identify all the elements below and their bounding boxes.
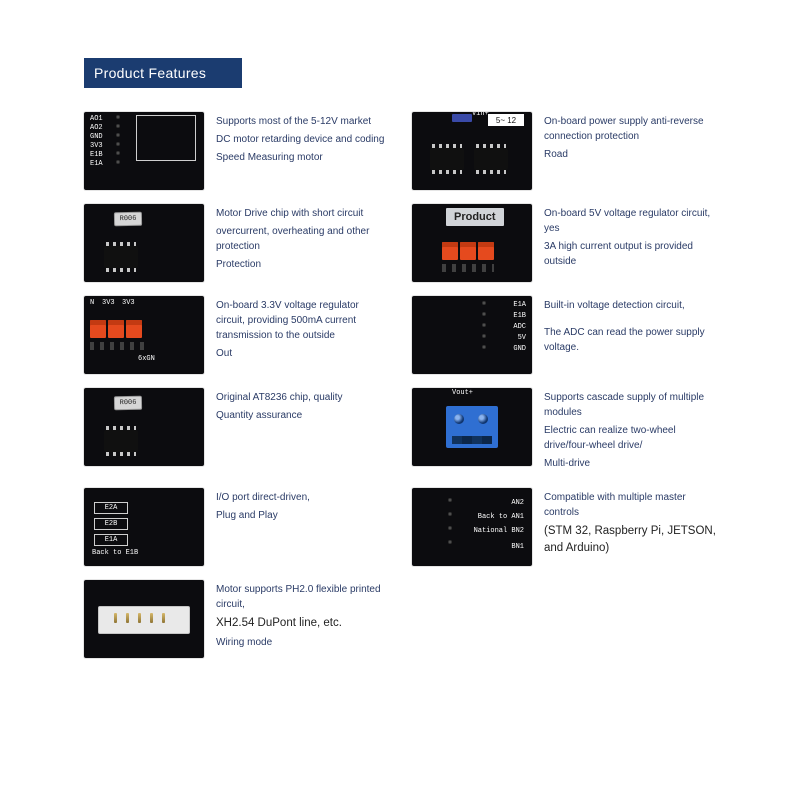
feature-item: E1A E1B ADC 5V GND Built-in voltage dete… [412, 296, 716, 374]
feature-item: AO1 AO2 GND 3V3 E1B E1A Supports most of… [84, 112, 388, 190]
feature-item: Vin+ 5~ 12 On-board power supply anti-re… [412, 112, 716, 190]
feature-thumb: E1A E1B ADC 5V GND [412, 296, 532, 374]
feature-thumb: Product [412, 204, 532, 282]
feature-text: Supports most of the 5-12V market DC mot… [216, 112, 388, 168]
feature-thumb: Vin+ 5~ 12 [412, 112, 532, 190]
feature-item: Product On-board 5V voltage regulator ci… [412, 204, 716, 282]
feature-text: Motor supports PH2.0 flexible printed ci… [216, 580, 388, 653]
feature-text: Original AT8236 chip, quality Quantity a… [216, 388, 388, 426]
feature-thumb: R006 [84, 204, 204, 282]
feature-item: AN2 Back to AN1 National BN2 BN1 Compati… [412, 488, 716, 566]
feature-thumb: Vout+ [412, 388, 532, 466]
feature-text: I/O port direct-driven, Plug and Play [216, 488, 388, 526]
feature-thumb: AO1 AO2 GND 3V3 E1B E1A [84, 112, 204, 190]
feature-text: On-board 5V voltage regulator circuit, y… [544, 204, 716, 272]
feature-text: Built-in voltage detection circuit, The … [544, 296, 716, 358]
feature-text: On-board power supply anti-reverse conne… [544, 112, 716, 165]
feature-thumb [84, 580, 204, 658]
feature-item: R006 Motor Drive chip with short circuit… [84, 204, 388, 282]
feature-text: Motor Drive chip with short circuit over… [216, 204, 388, 275]
feature-item: E2A E2B E1A Back to E1B I/O port direct-… [84, 488, 388, 566]
feature-thumb: R006 [84, 388, 204, 466]
feature-thumb: E2A E2B E1A Back to E1B [84, 488, 204, 566]
feature-item: Motor supports PH2.0 flexible printed ci… [84, 580, 388, 658]
product-features-panel: Product Features AO1 AO2 GND 3V3 E1B E1A [0, 0, 800, 800]
feature-text: Compatible with multiple master controls… [544, 488, 716, 561]
features-grid: AO1 AO2 GND 3V3 E1B E1A Supports most of… [84, 112, 716, 672]
section-title: Product Features [84, 58, 242, 88]
feature-text: On-board 3.3V voltage regulator circuit,… [216, 296, 388, 364]
feature-item: N 3V3 3V3 6xGN On-board 3.3V voltage reg… [84, 296, 388, 374]
feature-item: R006 Original AT8236 chip, quality Quant… [84, 388, 388, 474]
feature-thumb: AN2 Back to AN1 National BN2 BN1 [412, 488, 532, 566]
feature-text: Supports cascade supply of multiple modu… [544, 388, 716, 474]
feature-item: Vout+ Supports cascade supply of multipl… [412, 388, 716, 474]
feature-thumb: N 3V3 3V3 6xGN [84, 296, 204, 374]
